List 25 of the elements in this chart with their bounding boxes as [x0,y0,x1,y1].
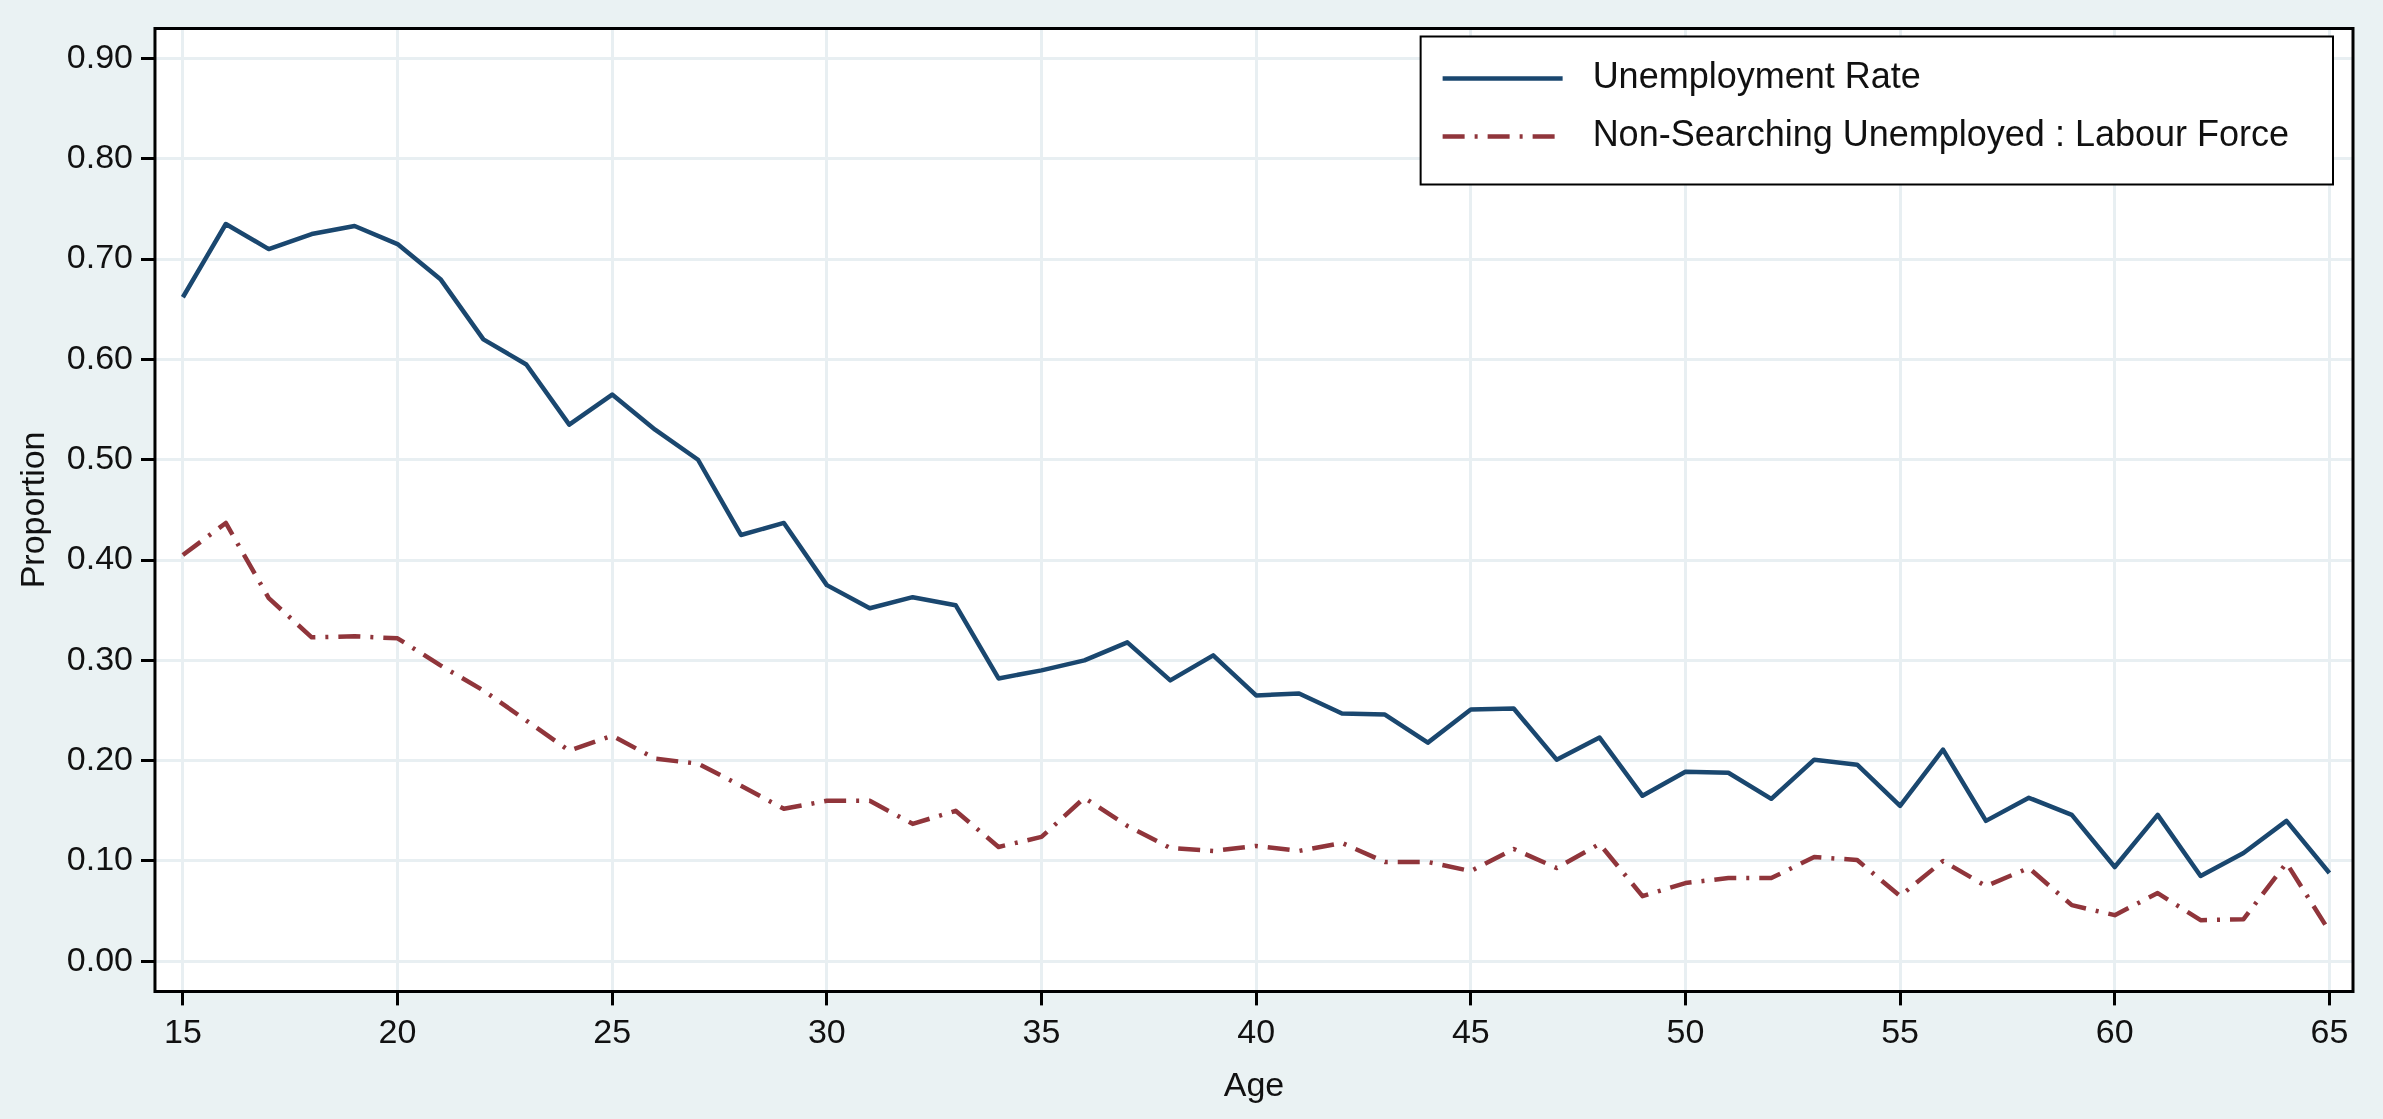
legend-label: Non-Searching Unemployed : Labour Force [1592,113,2289,155]
legend-label: Unemployment Rate [1592,55,1921,97]
y-tick-label: 0.50 [66,438,133,477]
x-tick-label: 55 [1881,1012,1919,1051]
y-tick-label: 0.60 [66,337,133,376]
x-tick-label: 65 [2310,1012,2349,1051]
y-tick-label: 0.40 [66,538,133,577]
x-tick-label: 25 [593,1012,632,1051]
x-tick-label: 45 [1451,1012,1490,1051]
x-tick-label: 20 [378,1012,417,1051]
y-tick-label: 0.30 [66,638,133,677]
x-tick-label: 60 [2095,1012,2134,1051]
y-tick-label: 0.80 [66,137,133,176]
x-tick-label: 35 [1022,1012,1061,1051]
x-tick-label: 50 [1666,1012,1705,1051]
y-tick-label: 0.90 [66,36,133,75]
y-axis-title: Proportion [12,431,51,589]
y-tick-label: 0.00 [66,939,133,978]
y-tick-label: 0.10 [66,839,133,878]
x-tick-label: 30 [807,1012,846,1051]
y-tick-label: 0.70 [66,237,133,276]
y-tick-label: 0.20 [66,739,133,778]
x-axis-title: Age [1223,1064,1285,1103]
x-tick-label: 15 [163,1012,202,1051]
x-tick-label: 40 [1237,1012,1276,1051]
